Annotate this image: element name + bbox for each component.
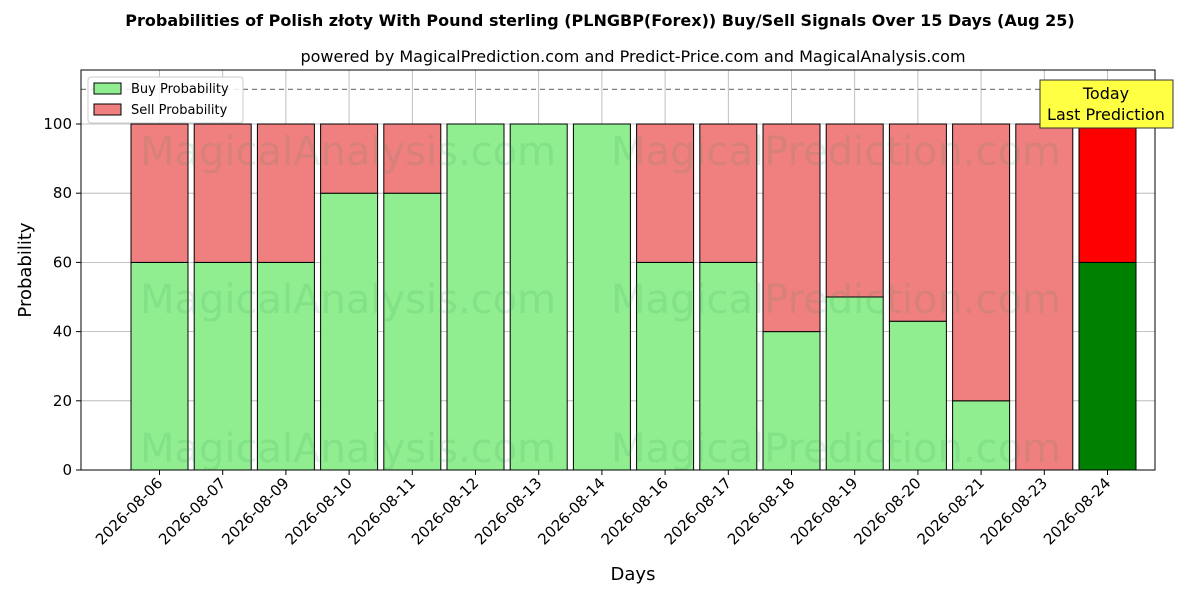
x-tick-label: 2026-08-24 — [1040, 474, 1114, 548]
bar-sell — [383, 123, 442, 194]
x-tick-label: 2026-08-07 — [155, 474, 229, 548]
bar-buy — [1078, 261, 1137, 471]
watermark-text: MagicalAnalysis.com — [140, 277, 556, 323]
x-tick-label: 2026-08-20 — [850, 474, 924, 548]
chart-title: Probabilities of Polish złoty With Pound… — [125, 11, 1075, 30]
y-axis-label: Probability — [15, 222, 36, 317]
watermark-text: MagicalPrediction.com — [611, 277, 1061, 323]
watermark-text: MagicalPrediction.com — [611, 129, 1061, 175]
legend-swatch-sell — [93, 103, 122, 116]
bar-buy — [888, 320, 947, 471]
y-tick-label: 100 — [43, 115, 72, 133]
x-tick-label: 2026-08-13 — [471, 474, 545, 548]
y-tick-label: 80 — [53, 184, 72, 202]
x-tick-label: 2026-08-21 — [914, 474, 988, 548]
bar-buy — [509, 123, 568, 471]
x-tick-label: 2026-08-18 — [724, 474, 798, 548]
x-tick-label: 2026-08-23 — [977, 474, 1051, 548]
bar-buy — [320, 192, 379, 471]
bar-sell — [636, 123, 695, 263]
legend: Buy Probability Sell Probability — [87, 76, 244, 124]
x-tick-label: 2026-08-09 — [218, 474, 292, 548]
chart-subtitle: powered by MagicalPrediction.com and Pre… — [300, 47, 965, 66]
x-axis-label: Days — [611, 564, 656, 585]
x-tick-label: 2026-08-10 — [282, 474, 356, 548]
bar-buy — [952, 400, 1011, 471]
y-tick-label: 20 — [53, 392, 72, 410]
bar-sell — [1015, 123, 1074, 471]
bar-buy — [762, 331, 821, 471]
bar-sell — [762, 123, 821, 333]
bar-sell — [952, 123, 1011, 402]
bar-buy — [699, 261, 758, 471]
y-tick-label: 60 — [53, 253, 72, 271]
today-annotation-line2: Last Prediction — [1047, 105, 1165, 124]
x-tick-label: 2026-08-14 — [534, 474, 608, 548]
bar-sell — [699, 123, 758, 263]
x-tick-label: 2026-08-19 — [787, 474, 861, 548]
bar-sell — [320, 123, 379, 194]
y-ticks: 0 20 40 60 80 100 — [43, 115, 81, 479]
legend-box — [87, 76, 244, 124]
x-tick-label: 2026-08-16 — [598, 474, 672, 548]
x-tick-label: 2026-08-12 — [408, 474, 482, 548]
bar-sell — [1078, 123, 1137, 263]
bar-buy — [193, 261, 252, 471]
x-ticks: 2026-08-062026-08-072026-08-092026-08-10… — [92, 470, 1114, 548]
x-tick-label: 2026-08-17 — [661, 474, 735, 548]
bar-sell — [888, 123, 947, 322]
bar-buy — [572, 123, 631, 471]
today-annotation-line1: Today — [1082, 84, 1129, 103]
bar-sell — [256, 123, 315, 263]
bar-buy — [383, 192, 442, 471]
y-tick-label: 40 — [53, 323, 72, 341]
bar-buy — [636, 261, 695, 471]
legend-label-buy: Buy Probability — [131, 82, 229, 97]
legend-swatch-buy — [93, 82, 122, 95]
today-annotation: Today Last Prediction — [1039, 79, 1174, 129]
y-tick-label: 0 — [62, 461, 72, 479]
bar-buy — [825, 296, 884, 471]
watermarks: MagicalAnalysis.com MagicalAnalysis.com Ma… — [140, 129, 1061, 472]
bar-buy — [446, 123, 505, 471]
bar-sell — [825, 123, 884, 298]
plot-frame — [80, 69, 1156, 471]
watermark-text: MagicalPrediction.com — [611, 426, 1061, 472]
bar-sell — [130, 123, 189, 263]
watermark-text: MagicalAnalysis.com — [140, 426, 556, 472]
x-tick-label: 2026-08-11 — [345, 474, 419, 548]
legend-label-sell: Sell Probability — [131, 103, 228, 118]
today-annotation-box — [1039, 79, 1174, 129]
bars — [130, 123, 1137, 471]
x-tick-label: 2026-08-06 — [92, 474, 166, 548]
bar-buy — [256, 261, 315, 471]
bar-sell — [193, 123, 252, 263]
watermark-text: MagicalAnalysis.com — [140, 129, 556, 175]
